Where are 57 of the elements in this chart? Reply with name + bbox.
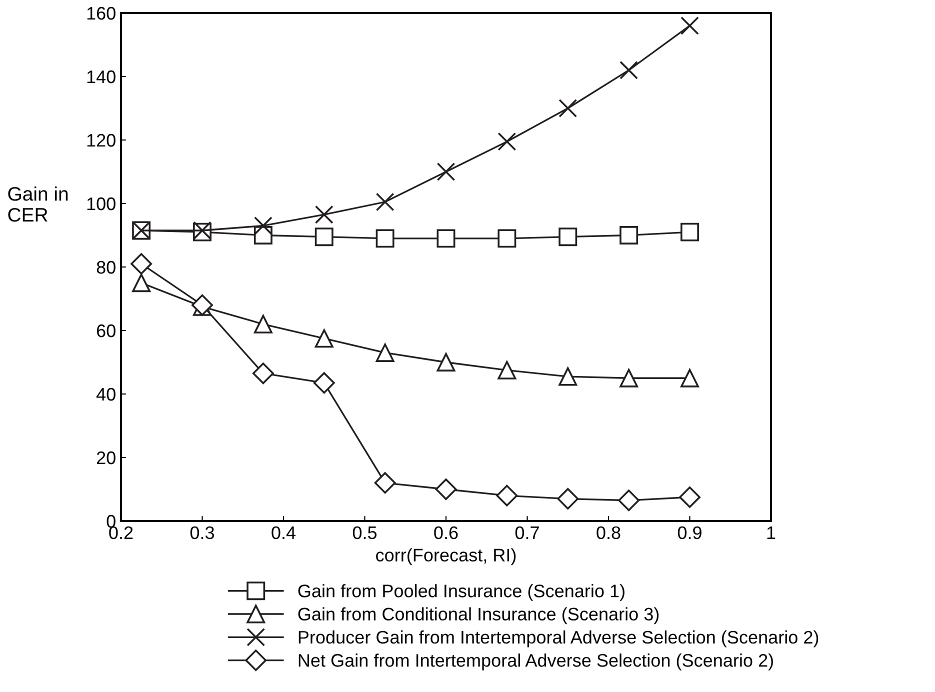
y-tick-label: 40 bbox=[96, 388, 116, 401]
point bbox=[132, 274, 151, 292]
point bbox=[435, 478, 457, 500]
legend-label: Gain from Conditional Insurance (Scenario 3) bbox=[298, 607, 659, 624]
x-tick-label: 0.4 bbox=[272, 526, 296, 540]
point bbox=[618, 490, 640, 512]
point bbox=[498, 360, 516, 380]
point bbox=[558, 228, 578, 246]
x-tick-label: 0.8 bbox=[596, 526, 620, 540]
y-tick-label: 80 bbox=[96, 260, 116, 274]
y-tick-label: 0 bbox=[106, 514, 116, 528]
point bbox=[376, 343, 394, 362]
y-tick-label: 140 bbox=[87, 70, 116, 84]
point bbox=[680, 368, 699, 388]
point bbox=[436, 229, 456, 248]
point bbox=[498, 229, 516, 248]
point bbox=[680, 222, 699, 242]
point bbox=[558, 367, 578, 386]
point bbox=[254, 216, 272, 235]
x-tick-label: 0.3 bbox=[190, 526, 214, 540]
point bbox=[252, 362, 274, 384]
y-tick-label: 100 bbox=[87, 197, 116, 210]
point bbox=[314, 205, 334, 224]
point bbox=[436, 353, 456, 372]
point bbox=[679, 486, 700, 508]
point bbox=[620, 226, 638, 244]
legend-label: Producer Gain from Intertemporal Adverse Selection (Scenario 2) bbox=[298, 630, 818, 648]
y-tick-label: 160 bbox=[87, 6, 116, 20]
point bbox=[374, 472, 396, 494]
point bbox=[376, 192, 394, 212]
point bbox=[254, 314, 272, 334]
x-tick-label: 0.7 bbox=[515, 526, 539, 540]
point bbox=[498, 132, 516, 151]
point bbox=[313, 372, 335, 394]
x-tick-label: 1 bbox=[767, 526, 776, 539]
y-tick-label: 20 bbox=[96, 451, 116, 464]
point bbox=[620, 60, 638, 80]
legend-label: Gain from Pooled Insurance (Scenario 1) bbox=[298, 584, 624, 601]
point bbox=[496, 484, 518, 506]
point bbox=[680, 16, 699, 35]
point bbox=[436, 162, 456, 181]
x-tick-label: 0.2 bbox=[109, 526, 133, 540]
x-tick-label: 0.5 bbox=[352, 526, 377, 540]
point bbox=[620, 368, 638, 388]
point bbox=[558, 99, 578, 118]
y-tick-label: 60 bbox=[96, 324, 116, 338]
x-tick-label: 0.9 bbox=[678, 526, 702, 540]
legend-label: Net Gain from Intertemporal Adverse Selection (Scenario 2) bbox=[298, 654, 773, 670]
x-tick-label: 0.6 bbox=[434, 526, 458, 540]
point bbox=[557, 488, 579, 510]
y-axis-title: Gain in CER bbox=[8, 186, 68, 222]
point bbox=[314, 329, 334, 348]
point bbox=[314, 228, 334, 246]
point bbox=[130, 253, 152, 275]
x-axis-title: corr(Forecast, RI) bbox=[376, 548, 516, 566]
point bbox=[376, 229, 394, 248]
y-tick-label: 120 bbox=[87, 134, 116, 147]
